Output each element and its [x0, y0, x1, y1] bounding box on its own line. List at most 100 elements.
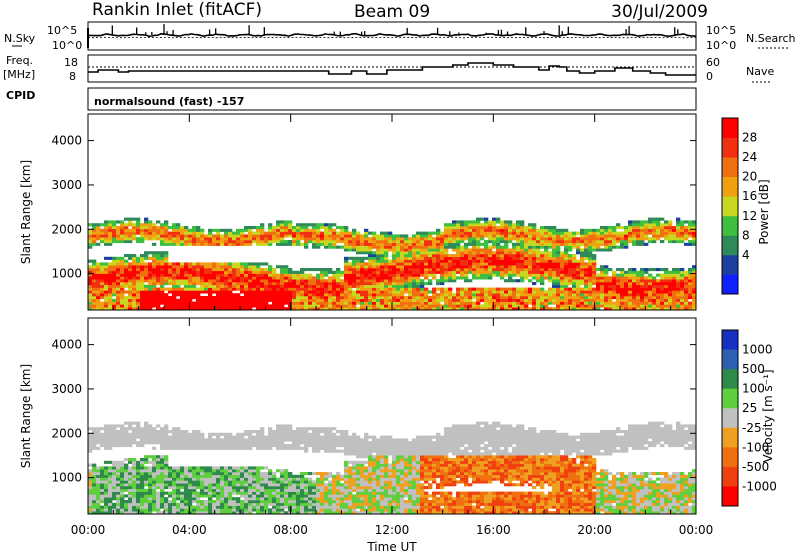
power-cell	[280, 237, 285, 241]
power-cell	[116, 290, 121, 294]
power-cell	[588, 228, 593, 232]
power-cell	[400, 273, 405, 277]
power-cell	[392, 307, 397, 311]
power-cell	[380, 279, 385, 283]
velocity-cell	[100, 472, 105, 476]
power-cell	[460, 248, 465, 252]
power-cell	[132, 298, 137, 302]
power-cell	[332, 242, 337, 246]
power-cell	[480, 276, 485, 280]
power-cell	[620, 276, 625, 280]
power-cell	[176, 304, 181, 308]
power-cell	[320, 282, 325, 286]
power-cell	[384, 282, 389, 286]
power-cell	[276, 273, 281, 277]
power-cell	[396, 234, 401, 238]
power-cell	[468, 223, 473, 227]
power-cell	[564, 284, 569, 288]
power-cell	[484, 287, 489, 291]
power-cell	[416, 270, 421, 274]
velocity-cell	[184, 444, 189, 448]
power-cell	[412, 273, 417, 277]
power-cell	[232, 240, 237, 244]
velocity-cell	[100, 435, 105, 439]
velocity-cell	[120, 477, 125, 481]
power-cell	[112, 298, 117, 302]
power-cell	[504, 296, 509, 300]
power-cell	[584, 290, 589, 294]
velocity-cell	[100, 500, 105, 504]
power-cell	[536, 245, 541, 249]
power-cell	[420, 240, 425, 244]
colorbar-segment	[722, 254, 738, 275]
power-cell	[660, 304, 665, 308]
velocity-cell	[140, 430, 145, 434]
power-cell	[364, 265, 369, 269]
velocity-cell	[108, 488, 113, 492]
velocity-cell	[152, 474, 157, 478]
power-cell	[492, 268, 497, 272]
power-cell	[240, 282, 245, 286]
power-cell	[396, 256, 401, 260]
power-cell	[360, 268, 365, 272]
velocity-cell	[212, 466, 217, 470]
power-cell	[404, 270, 409, 274]
power-cell	[520, 256, 525, 260]
power-cell	[644, 234, 649, 238]
power-cell	[692, 307, 697, 311]
power-cell	[164, 265, 169, 269]
power-cell	[636, 293, 641, 297]
power-cell	[608, 298, 613, 302]
power-cell	[596, 237, 601, 241]
power-cell	[312, 228, 317, 232]
power-cell	[660, 273, 665, 277]
power-cell	[400, 240, 405, 244]
power-cell	[560, 296, 565, 300]
power-cell	[188, 307, 193, 311]
power-cell	[196, 228, 201, 232]
power-cell	[428, 301, 433, 305]
power-cell	[148, 279, 153, 283]
velocity-cell	[104, 472, 109, 476]
power-cell	[304, 226, 309, 230]
power-cell	[360, 265, 365, 269]
power-cell	[692, 279, 697, 283]
power-cell	[272, 268, 277, 272]
power-cell	[516, 273, 521, 277]
velocity-cell	[152, 483, 157, 487]
power-cell	[232, 301, 237, 305]
nsky-tick-bottom: 10^0	[52, 39, 82, 52]
velocity-cell	[136, 480, 141, 484]
power-cell	[616, 296, 621, 300]
power-cell	[584, 228, 589, 232]
power-cell	[124, 226, 129, 230]
power-cell	[244, 301, 249, 305]
power-cell	[504, 254, 509, 258]
power-cell	[692, 304, 697, 308]
velocity-cell	[184, 477, 189, 481]
power-cell	[316, 301, 321, 305]
power-cell	[652, 287, 657, 291]
power-cell	[508, 228, 513, 232]
power-cell	[260, 226, 265, 230]
power-cell	[344, 276, 349, 280]
power-cell	[364, 296, 369, 300]
power-cell	[164, 223, 169, 227]
power-cell	[684, 270, 689, 274]
power-cell	[588, 279, 593, 283]
power-cell	[140, 231, 145, 235]
power-cell	[656, 268, 661, 272]
power-cell	[404, 304, 409, 308]
velocity-cell	[140, 488, 145, 492]
power-cell	[356, 298, 361, 302]
velocity-cell	[168, 511, 173, 515]
power-cell	[268, 265, 273, 269]
velocity-cell	[260, 491, 265, 495]
power-cell	[356, 307, 361, 311]
power-cell	[304, 304, 309, 308]
power-cell	[608, 231, 613, 235]
power-cell	[148, 223, 153, 227]
cpid-panel: normalsound (fast) -157	[87, 87, 697, 111]
power-cell	[368, 242, 373, 246]
power-cell	[292, 284, 297, 288]
